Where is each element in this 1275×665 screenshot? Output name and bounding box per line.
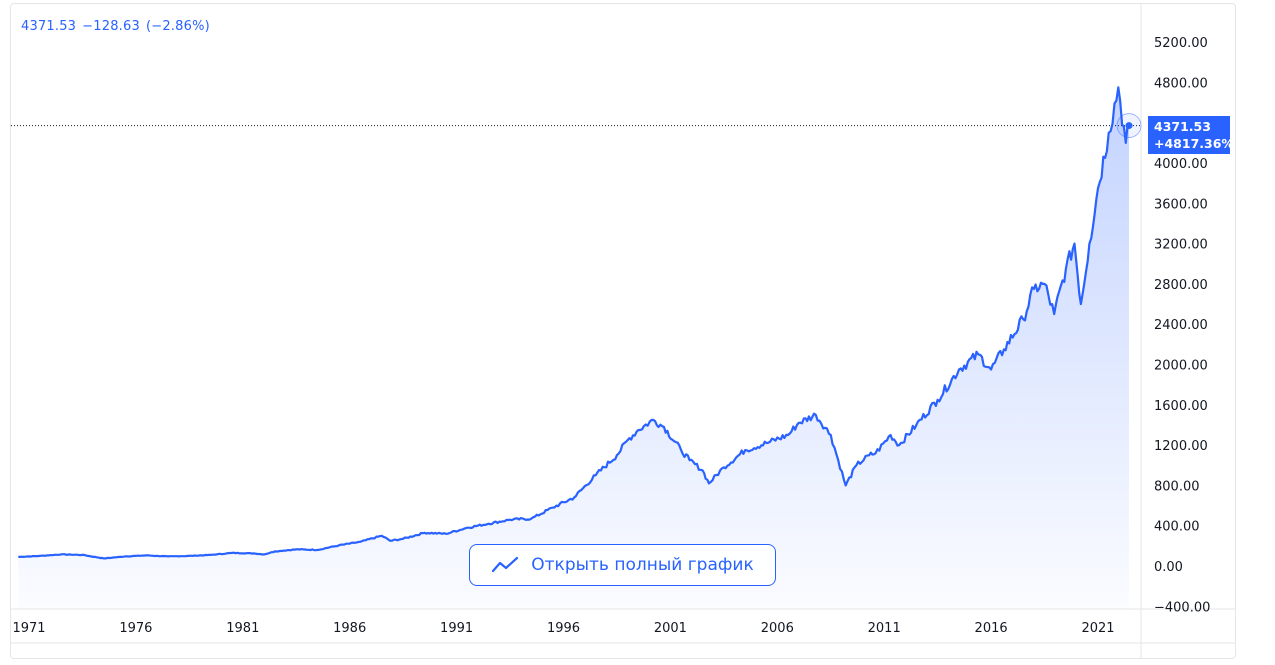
y-tick-label: 2400.00 — [1154, 318, 1208, 333]
y-tick-label: 1200.00 — [1154, 439, 1208, 454]
x-tick-label: 1981 — [226, 621, 259, 636]
header-quote: 4371.53 −128.63 (−2.86%) — [21, 19, 216, 34]
time-axis[interactable]: 1971 1976 1981 1986 1991 1996 2001 2006 2011 2016… — [12, 621, 1114, 636]
last-price-label-percent: +4817.36% — [1154, 136, 1234, 151]
last-point-marker — [1125, 122, 1133, 130]
y-tick-label: 2000.00 — [1154, 359, 1208, 374]
open-full-chart-button[interactable]: Открыть полный график — [469, 544, 776, 586]
y-tick-label: −400.00 — [1154, 600, 1210, 615]
price-change-percent: (−2.86%) — [145, 19, 210, 34]
y-tick-label: 4000.00 — [1154, 157, 1208, 172]
y-tick-label: 3200.00 — [1154, 238, 1208, 253]
y-tick-label: 3600.00 — [1154, 197, 1208, 212]
x-tick-label: 2016 — [975, 621, 1008, 636]
x-tick-label: 1986 — [333, 621, 366, 636]
x-tick-label: 2006 — [761, 621, 794, 636]
last-price-label-value: 4371.53 — [1154, 119, 1211, 134]
y-tick-label: 5200.00 — [1154, 36, 1208, 51]
x-tick-label: 2021 — [1081, 621, 1114, 636]
last-price-label: 4371.53 +4817.36% — [1148, 116, 1234, 154]
area-fill — [18, 87, 1129, 609]
chart-frame — [10, 3, 1236, 659]
x-tick-label: 1976 — [119, 621, 152, 636]
series-line — [18, 86, 1130, 560]
y-tick-label: 800.00 — [1154, 479, 1200, 494]
x-tick-label: 2011 — [868, 621, 901, 636]
x-tick-label: 1971 — [12, 621, 45, 636]
price-axis[interactable]: 5200.00 4800.00 4000.00 3600.00 3200.00 2800.… — [1154, 36, 1210, 615]
x-tick-label: 2001 — [654, 621, 687, 636]
y-tick-label: 0.00 — [1154, 560, 1183, 575]
x-tick-label: 1991 — [440, 621, 473, 636]
x-tick-label: 1996 — [547, 621, 580, 636]
y-tick-label: 400.00 — [1154, 520, 1200, 535]
y-tick-label: 1600.00 — [1154, 399, 1208, 414]
last-price: 4371.53 — [21, 19, 77, 34]
y-tick-label: 4800.00 — [1154, 76, 1208, 91]
price-change: −128.63 — [82, 19, 140, 34]
open-full-chart-label: Открыть полный график — [531, 555, 754, 575]
line-chart-icon — [491, 556, 519, 574]
y-tick-label: 2800.00 — [1154, 278, 1208, 293]
